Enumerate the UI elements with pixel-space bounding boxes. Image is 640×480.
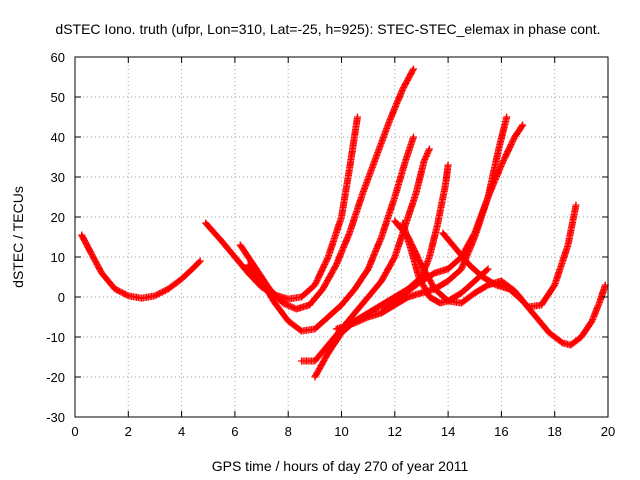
- series-markers: [244, 133, 417, 335]
- series-arc4: [244, 133, 417, 335]
- x-tick-label: 16: [494, 424, 508, 439]
- x-tick-label: 18: [547, 424, 561, 439]
- y-tick-label: 10: [51, 250, 65, 265]
- x-tick-label: 0: [71, 424, 78, 439]
- x-tick-label: 4: [178, 424, 185, 439]
- grid-lines: [75, 57, 608, 417]
- x-tick-label: 8: [285, 424, 292, 439]
- series-markers: [236, 65, 417, 313]
- x-tick-label: 14: [441, 424, 455, 439]
- series-markers: [439, 229, 609, 349]
- y-tick-label: 50: [51, 90, 65, 105]
- y-tick-label: 60: [51, 50, 65, 65]
- series-markers: [202, 113, 361, 303]
- y-tick-label: -20: [46, 370, 65, 385]
- series-markers: [332, 113, 511, 333]
- y-tick-label: -30: [46, 410, 65, 425]
- x-tick-label: 12: [388, 424, 402, 439]
- data-layer: [78, 65, 609, 381]
- series-arc3: [236, 65, 417, 313]
- y-tick-label: 40: [51, 130, 65, 145]
- x-tick-label: 2: [125, 424, 132, 439]
- y-tick-label: -10: [46, 330, 65, 345]
- series-arc7: [332, 113, 511, 333]
- series-arc2: [202, 113, 361, 303]
- series-arc11: [439, 229, 609, 349]
- chart-title: dSTEC Iono. truth (ufpr, Lon=310, Lat=-2…: [55, 21, 600, 37]
- y-tick-label: 30: [51, 170, 65, 185]
- x-tick-label: 6: [231, 424, 238, 439]
- series-arc10: [399, 219, 492, 307]
- series-markers: [399, 219, 492, 307]
- x-tick-label: 20: [601, 424, 615, 439]
- y-tick-label: 0: [58, 290, 65, 305]
- axis-ticks: 0 2 4 6 8 10 12 14 16 18 20 -30 -20 -10 0 10 20 30 40 50 60: [46, 50, 615, 439]
- series-markers: [78, 231, 204, 302]
- series-arc1: [78, 231, 204, 302]
- y-tick-label: 20: [51, 210, 65, 225]
- y-axis-title: dSTEC / TECUs: [10, 186, 26, 288]
- x-axis-title: GPS time / hours of day 270 of year 2011: [212, 458, 469, 474]
- x-tick-label: 10: [334, 424, 348, 439]
